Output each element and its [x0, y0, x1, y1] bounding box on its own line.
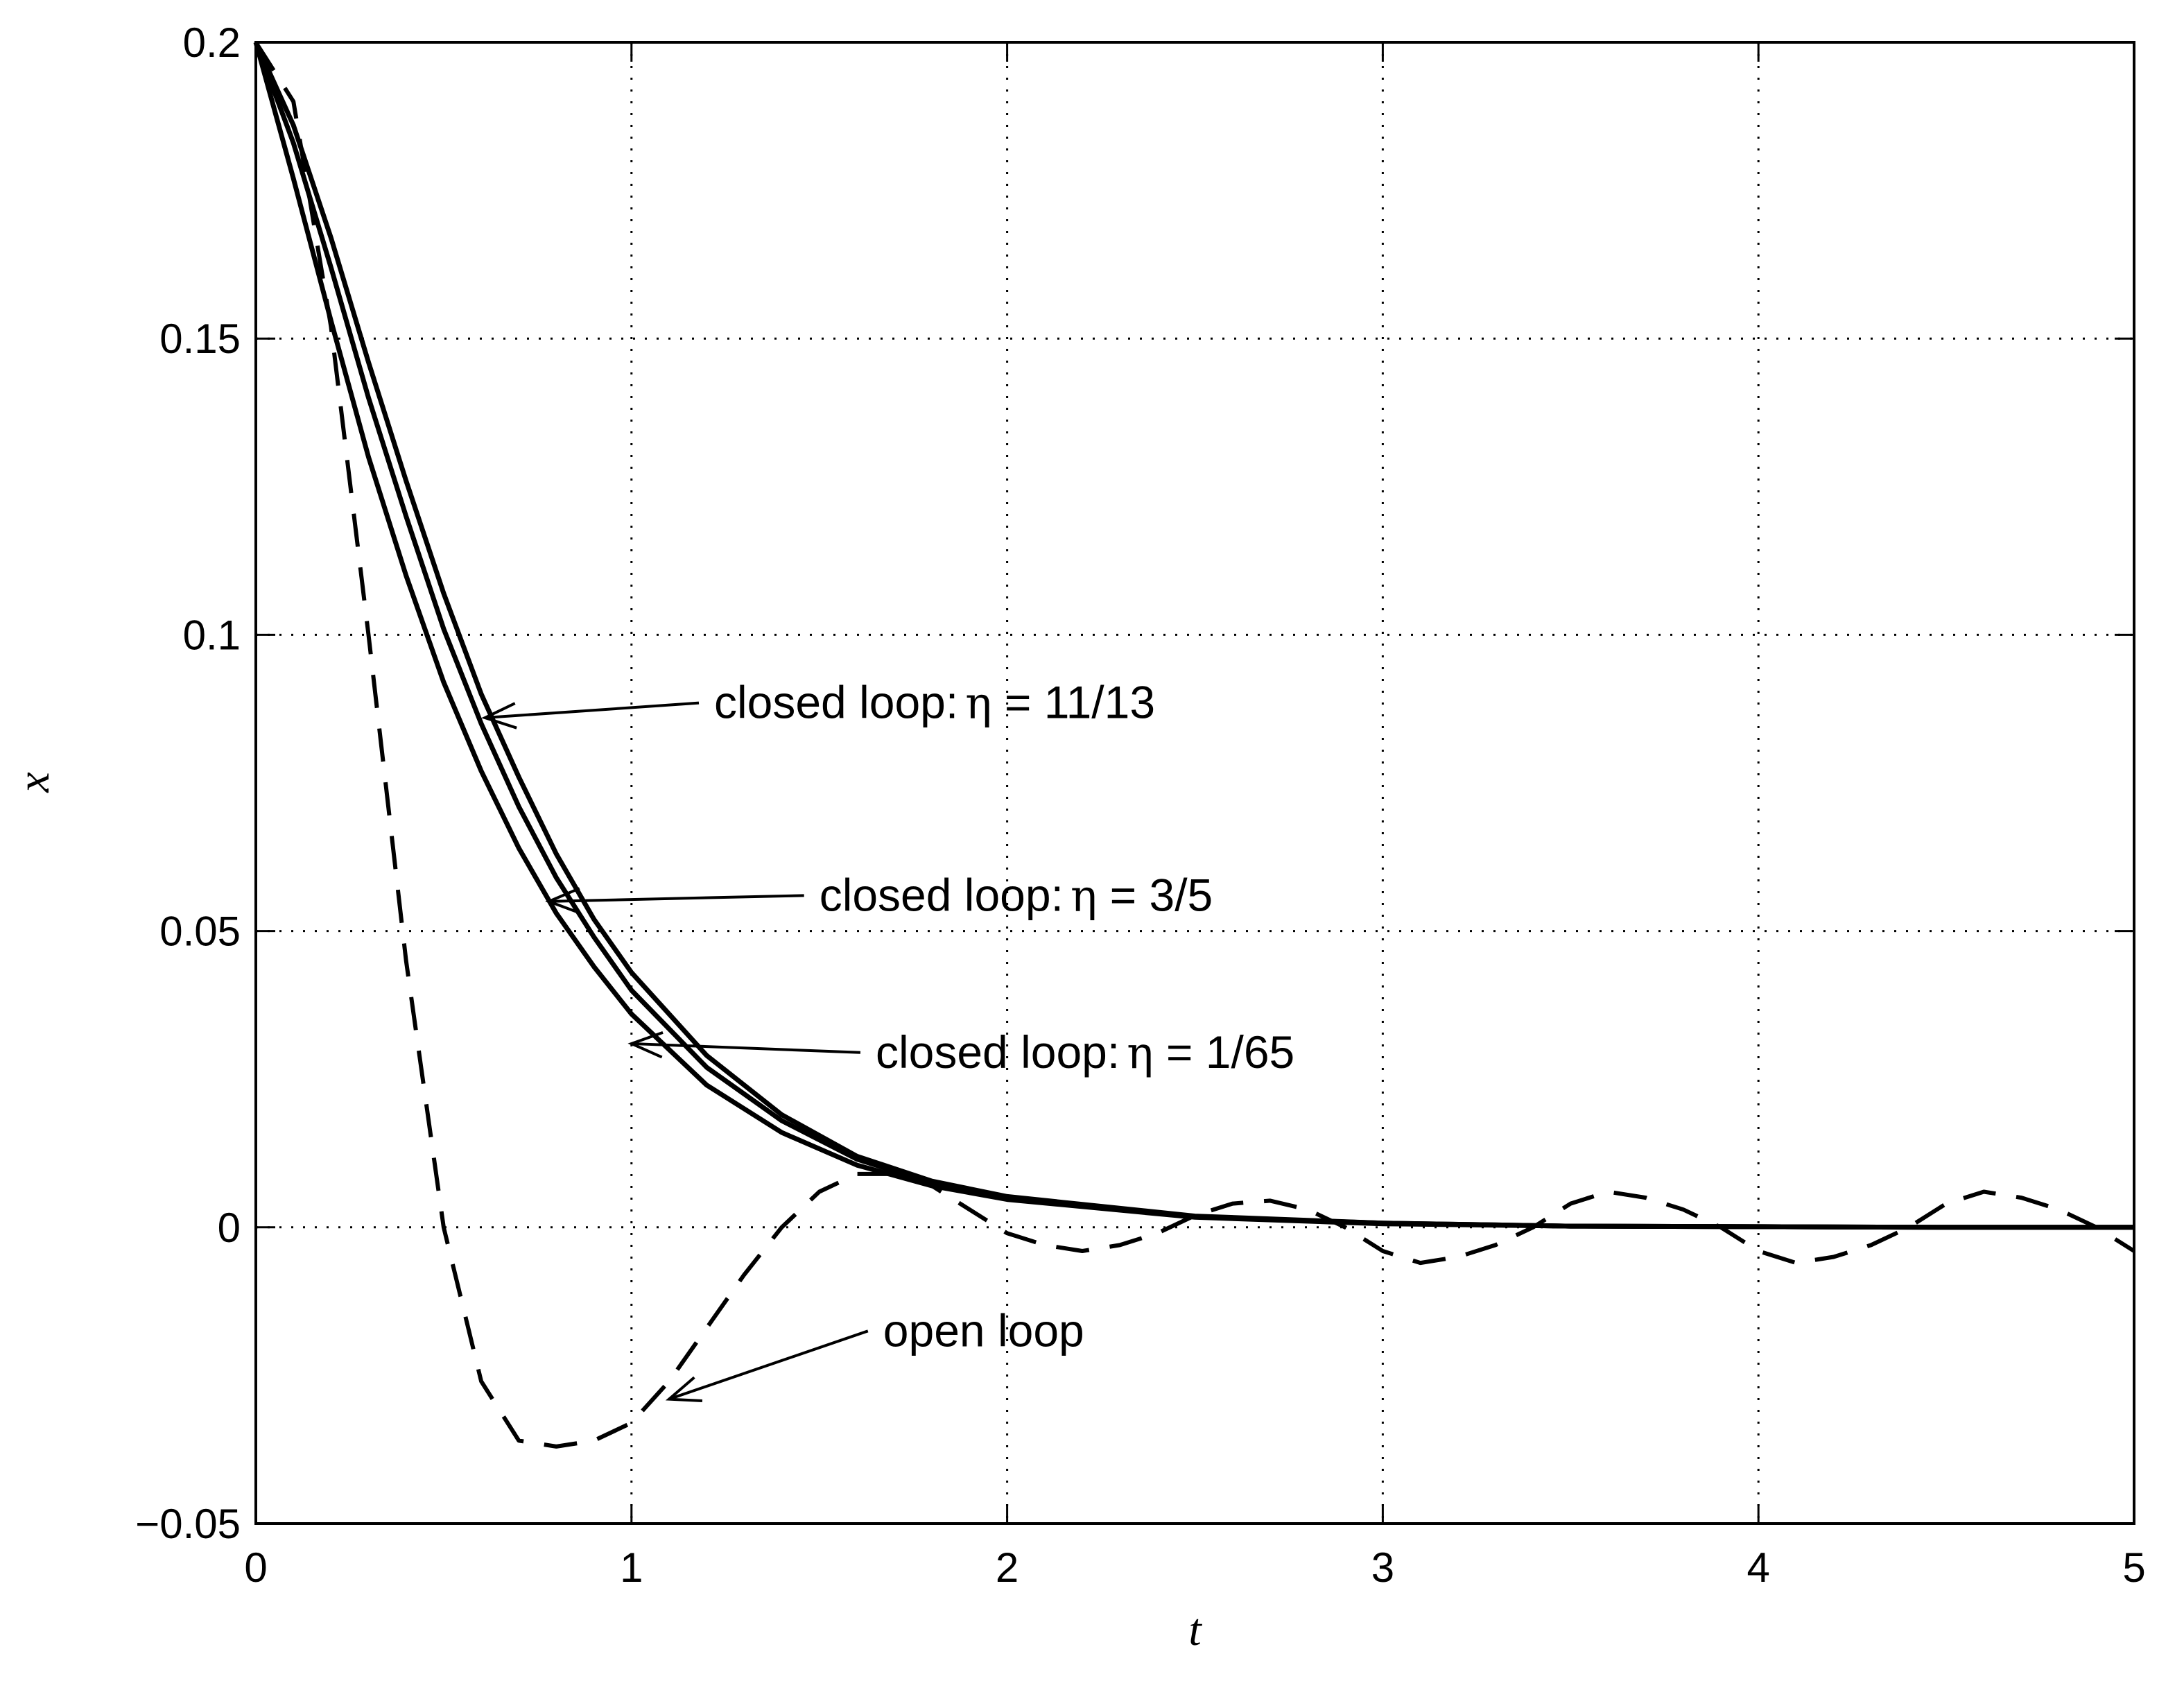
x-tick-label: 5 [2122, 1544, 2145, 1591]
annotation-value: = 1/65 [1154, 1026, 1295, 1078]
annotation-eta: η [1071, 870, 1097, 922]
annotation-label: open loop [883, 1304, 1084, 1356]
annotation-value: = 3/5 [1097, 869, 1213, 920]
series-line-dashed [254, 41, 2135, 1449]
x-tick-label: 4 [1747, 1544, 1770, 1591]
series-line-3 [253, 42, 2134, 1230]
annotation-arrow-line [485, 701, 700, 720]
annotation-label: closed loop: η = 1/65 [876, 1026, 1294, 1079]
annotation-arrowhead [665, 1376, 703, 1402]
plot-frame [254, 41, 2135, 1525]
annotation-arrowhead [481, 702, 517, 730]
annotation-text: closed loop: [820, 869, 1064, 920]
annotation-label: closed loop: η = 3/5 [820, 869, 1213, 922]
y-tick-label: 0.1 [183, 612, 241, 658]
x-tick-label: 0 [244, 1544, 267, 1591]
x-tick-label: 1 [620, 1544, 643, 1591]
x-axis-label: t [1188, 1605, 1202, 1655]
x-tick-label: 2 [996, 1544, 1019, 1591]
annotation-text: closed loop: [876, 1026, 1120, 1078]
annotation-arrowhead [545, 887, 581, 915]
y-tick-label: 0.15 [159, 316, 241, 362]
x-tick-label: 3 [1371, 1544, 1394, 1591]
y-tick-label: 0 [218, 1205, 241, 1251]
y-axis-label: x [8, 772, 59, 793]
annotation-value: = 11/13 [992, 677, 1155, 728]
annotation-text: closed loop: [714, 677, 958, 728]
y-tick-label: 0.2 [183, 19, 241, 66]
annotation-arrow-line [548, 894, 804, 903]
annotation-text: open loop [883, 1304, 1084, 1356]
annotation-arrow-line [631, 1042, 861, 1054]
y-tick-label: −0.05 [135, 1501, 241, 1547]
annotation-arrowhead [627, 1031, 664, 1059]
y-tick-label: 0.05 [159, 908, 241, 955]
annotation-label: closed loop: η = 11/13 [714, 677, 1155, 730]
annotation-arrow-line [668, 1329, 869, 1401]
annotation-eta: η [965, 678, 991, 730]
series-group [253, 41, 2135, 1449]
annotation-eta: η [1127, 1028, 1153, 1079]
